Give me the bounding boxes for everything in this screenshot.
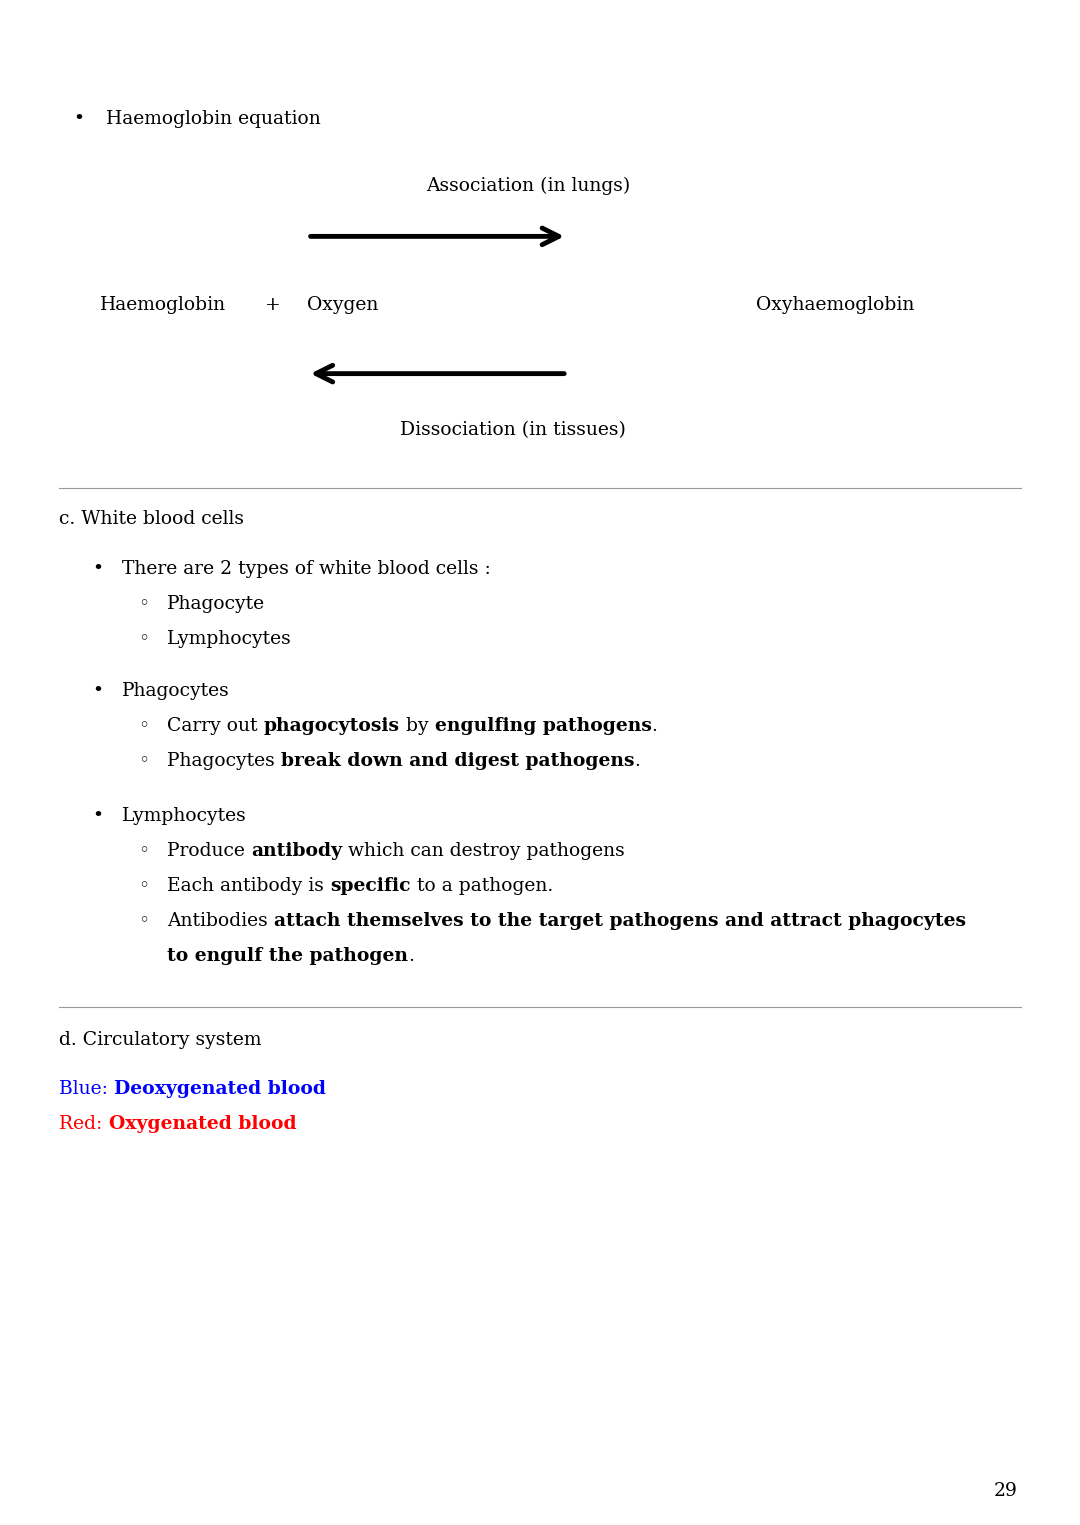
Text: by: by (400, 717, 434, 735)
Text: to a pathogen.: to a pathogen. (410, 877, 553, 895)
Text: Deoxygenated blood: Deoxygenated blood (114, 1080, 326, 1098)
Text: •: • (92, 560, 103, 578)
Text: Oxyhaemoglobin: Oxyhaemoglobin (756, 296, 915, 314)
Text: ◦: ◦ (138, 595, 149, 613)
Text: Oxygen: Oxygen (307, 296, 378, 314)
Text: Lymphocytes: Lymphocytes (167, 630, 293, 648)
Text: ◦: ◦ (138, 877, 149, 895)
Text: Red:: Red: (59, 1115, 109, 1133)
Text: •: • (92, 682, 103, 700)
Text: Antibodies: Antibodies (167, 912, 274, 930)
Text: ◦: ◦ (138, 912, 149, 930)
Text: Association (in lungs): Association (in lungs) (427, 177, 631, 195)
Text: ◦: ◦ (138, 717, 149, 735)
Text: ◦: ◦ (138, 842, 149, 860)
Text: specific: specific (330, 877, 410, 895)
Text: ◦: ◦ (138, 752, 149, 770)
Text: .: . (635, 752, 640, 770)
Text: break down and digest pathogens: break down and digest pathogens (281, 752, 635, 770)
Text: Each antibody is: Each antibody is (167, 877, 330, 895)
Text: ◦: ◦ (138, 630, 149, 648)
Text: Produce: Produce (167, 842, 252, 860)
Text: +: + (265, 296, 281, 314)
Text: Haemoglobin: Haemoglobin (100, 296, 227, 314)
Text: c. White blood cells: c. White blood cells (59, 509, 244, 528)
Text: Haemoglobin equation: Haemoglobin equation (106, 110, 321, 128)
Text: attach themselves to the target pathogens and attract phagocytes: attach themselves to the target pathogen… (274, 912, 967, 930)
Text: Blue:: Blue: (59, 1080, 114, 1098)
Text: Lymphocytes: Lymphocytes (122, 807, 247, 825)
Text: Oxygenated blood: Oxygenated blood (109, 1115, 296, 1133)
Text: engulfing pathogens: engulfing pathogens (434, 717, 651, 735)
Text: 29: 29 (994, 1482, 1017, 1501)
Text: .: . (408, 947, 415, 965)
Text: There are 2 types of white blood cells :: There are 2 types of white blood cells : (122, 560, 490, 578)
Text: •: • (73, 110, 84, 128)
Text: Phagocytes: Phagocytes (122, 682, 230, 700)
Text: d. Circulatory system: d. Circulatory system (59, 1031, 261, 1049)
Text: .: . (651, 717, 658, 735)
Text: which can destroy pathogens: which can destroy pathogens (342, 842, 625, 860)
Text: antibody: antibody (252, 842, 342, 860)
Text: phagocytosis: phagocytosis (264, 717, 400, 735)
Text: Dissociation (in tissues): Dissociation (in tissues) (400, 421, 625, 439)
Text: to engulf the pathogen: to engulf the pathogen (167, 947, 408, 965)
Text: Phagocyte: Phagocyte (167, 595, 266, 613)
Text: •: • (92, 807, 103, 825)
Text: Phagocytes: Phagocytes (167, 752, 281, 770)
Text: Carry out: Carry out (167, 717, 264, 735)
